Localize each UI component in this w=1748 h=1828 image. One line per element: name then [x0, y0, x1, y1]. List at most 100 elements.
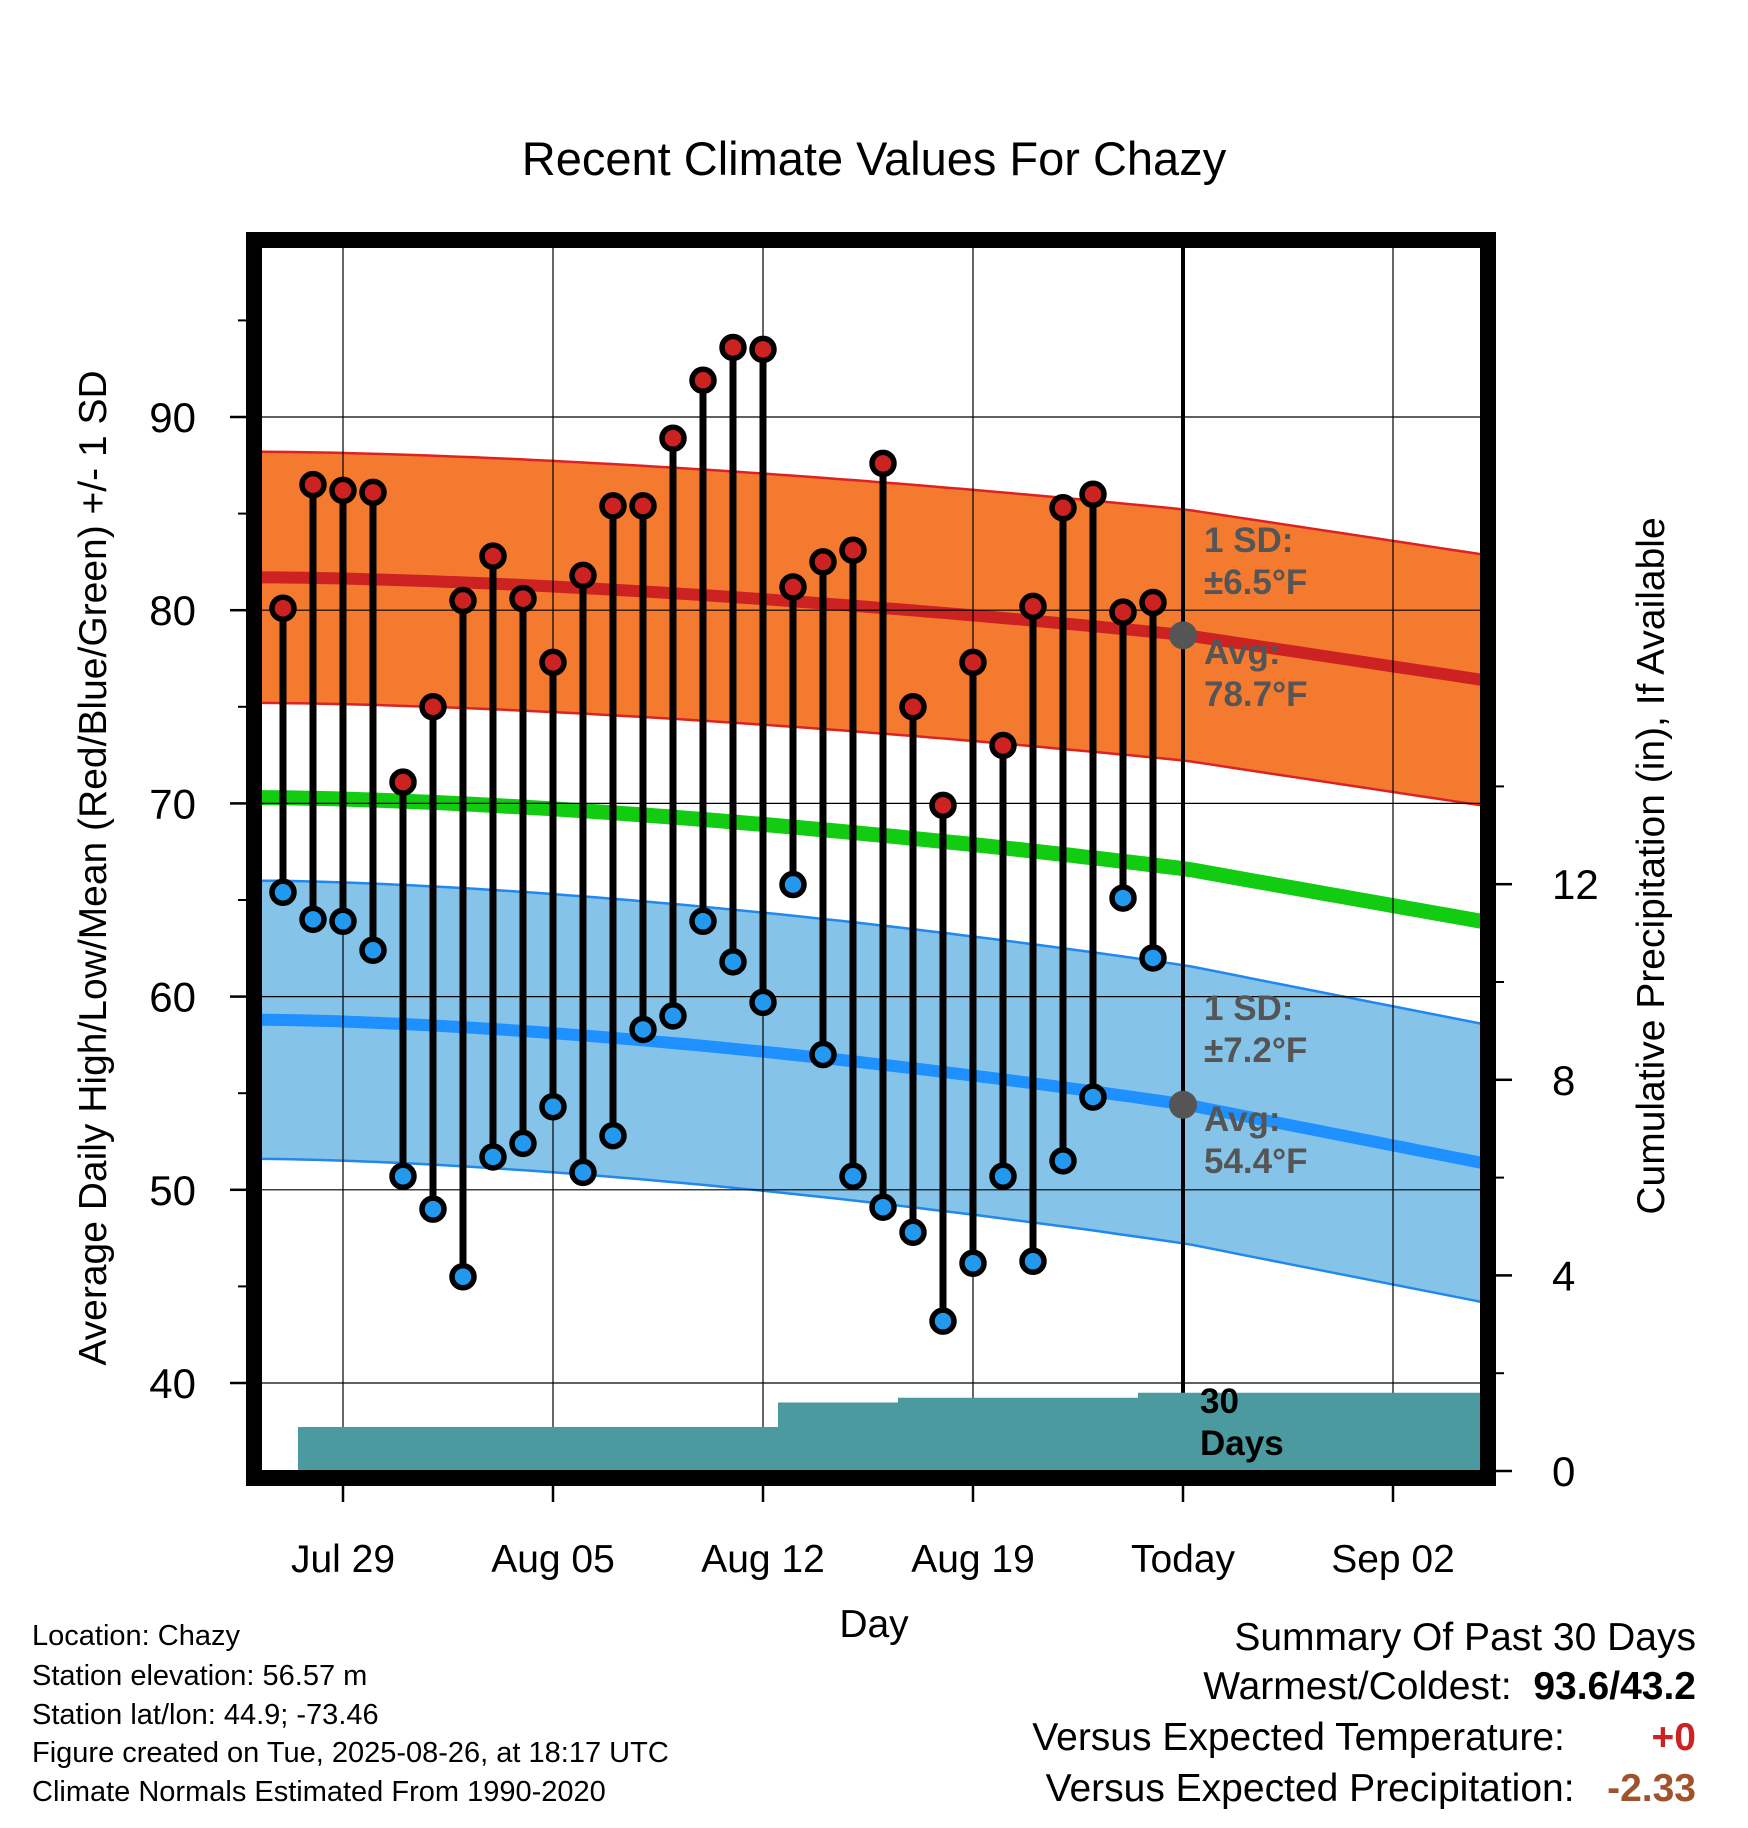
low-point — [599, 1121, 627, 1150]
summary-warm-cold: Warmest/Coldest: 93.6/43.2 — [1203, 1665, 1696, 1709]
precip-label: Versus Expected Precipitation: — [1045, 1767, 1575, 1810]
high-point — [959, 648, 987, 677]
plot-border — [246, 232, 1496, 1486]
today-low-normal-marker — [1169, 1090, 1197, 1119]
low-point — [509, 1129, 537, 1158]
low-sd-label: 1 SD: — [1204, 989, 1293, 1028]
low-point — [449, 1262, 477, 1291]
high-point — [419, 693, 447, 721]
x-tick-label: Aug 05 — [491, 1538, 615, 1581]
y2-tick-label: 8 — [1552, 1057, 1575, 1104]
high-point — [599, 492, 627, 520]
high-point — [899, 693, 927, 721]
low-point — [419, 1195, 447, 1223]
low-point — [689, 907, 717, 936]
low-point — [959, 1249, 987, 1277]
y-axis-label: Average Daily High/Low/Mean (Red/Blue/Gr… — [72, 370, 115, 1365]
high-point — [569, 561, 597, 590]
low-point — [749, 988, 777, 1017]
low-point — [839, 1162, 867, 1191]
elevation-text: Station elevation: 56.57 m — [32, 1660, 368, 1692]
low-point — [1049, 1147, 1077, 1175]
high-point — [479, 542, 507, 570]
precip-value: -2.33 — [1607, 1767, 1696, 1810]
low-point — [1019, 1247, 1047, 1276]
high-point — [449, 586, 477, 615]
low-point — [569, 1158, 597, 1187]
low-point — [899, 1218, 927, 1247]
high-point — [269, 594, 297, 623]
low-sd-value: ±7.2°F — [1204, 1031, 1307, 1070]
y-tick-label: 70 — [149, 780, 196, 827]
low-point — [929, 1307, 957, 1335]
data-series — [269, 333, 1167, 1335]
low-point — [779, 870, 807, 899]
y-tick-label: 80 — [149, 587, 196, 634]
summary-title: Summary Of Past 30 Days — [1234, 1616, 1696, 1659]
low-point — [1139, 944, 1167, 972]
normal-bands — [260, 450, 1483, 1304]
low-point — [659, 1002, 687, 1030]
low-point — [329, 907, 357, 936]
latlon-text: Station lat/lon: 44.9; -73.46 — [32, 1699, 379, 1731]
high-point — [929, 791, 957, 820]
low-avg-value: 54.4°F — [1204, 1142, 1308, 1181]
high-point — [1049, 494, 1077, 522]
high-point — [299, 470, 327, 499]
high-point — [719, 333, 747, 362]
high-point — [869, 449, 897, 478]
summary-temp: Versus Expected Temperature: +0 — [1032, 1716, 1696, 1760]
high-point — [1109, 598, 1137, 626]
normal-high-line — [261, 571, 1482, 686]
precip-area — [261, 1392, 1481, 1471]
temp-value: +0 — [1651, 1716, 1696, 1759]
x-tick-label: Aug 19 — [911, 1538, 1035, 1581]
precip-cumulative-area — [261, 1392, 1481, 1471]
high-point — [689, 366, 717, 395]
low-point — [299, 905, 327, 934]
high-sd-value: ±6.5°F — [1204, 563, 1307, 602]
high-point — [509, 584, 537, 613]
high-point — [629, 492, 657, 520]
low-point — [869, 1193, 897, 1221]
low-point — [389, 1162, 417, 1191]
high-point — [1019, 592, 1047, 621]
high-point — [329, 476, 357, 505]
high-point — [659, 424, 687, 453]
x-tick-label: Sep 02 — [1331, 1538, 1455, 1581]
high-point — [539, 648, 567, 677]
high-point — [749, 335, 777, 364]
axes: Recent Climate Values For Chazy405060708… — [72, 132, 1673, 1646]
low-avg-label: Avg: — [1204, 1100, 1280, 1139]
warm-cold-value: 93.6/43.2 — [1533, 1665, 1696, 1708]
location-text: Location: Chazy — [32, 1620, 240, 1652]
low-point — [269, 878, 297, 907]
high-point — [779, 573, 807, 601]
low-sd-band — [261, 880, 1481, 1302]
low-point — [809, 1040, 837, 1069]
warm-cold-label: Warmest/Coldest: — [1203, 1665, 1512, 1708]
high-sd-label: 1 SD: — [1204, 521, 1293, 560]
low-point — [719, 948, 747, 976]
high-point — [389, 768, 417, 796]
grid-lines — [261, 247, 1481, 1471]
high-sd-band — [261, 451, 1481, 806]
low-point — [539, 1092, 567, 1121]
y-tick-label: 90 — [149, 394, 196, 441]
y2-tick-label: 0 — [1552, 1448, 1575, 1495]
normals-text: Climate Normals Estimated From 1990-2020 — [32, 1776, 606, 1808]
low-point — [1079, 1083, 1107, 1111]
x-tick-label: Jul 29 — [291, 1538, 395, 1581]
summary-precip: Versus Expected Precipitation: -2.33 — [1046, 1767, 1696, 1811]
high-avg-value: 78.7°F — [1204, 675, 1308, 714]
high-point — [809, 548, 837, 576]
precip-days-label: 30 — [1200, 1382, 1239, 1421]
precip-days-label: Days — [1200, 1424, 1284, 1463]
high-point — [839, 536, 867, 565]
y2-axis-label: Cumulative Precipitation (in), If Availa… — [1630, 517, 1673, 1214]
low-point — [1109, 884, 1137, 912]
low-point — [629, 1015, 657, 1044]
y2-tick-label: 4 — [1552, 1252, 1575, 1299]
